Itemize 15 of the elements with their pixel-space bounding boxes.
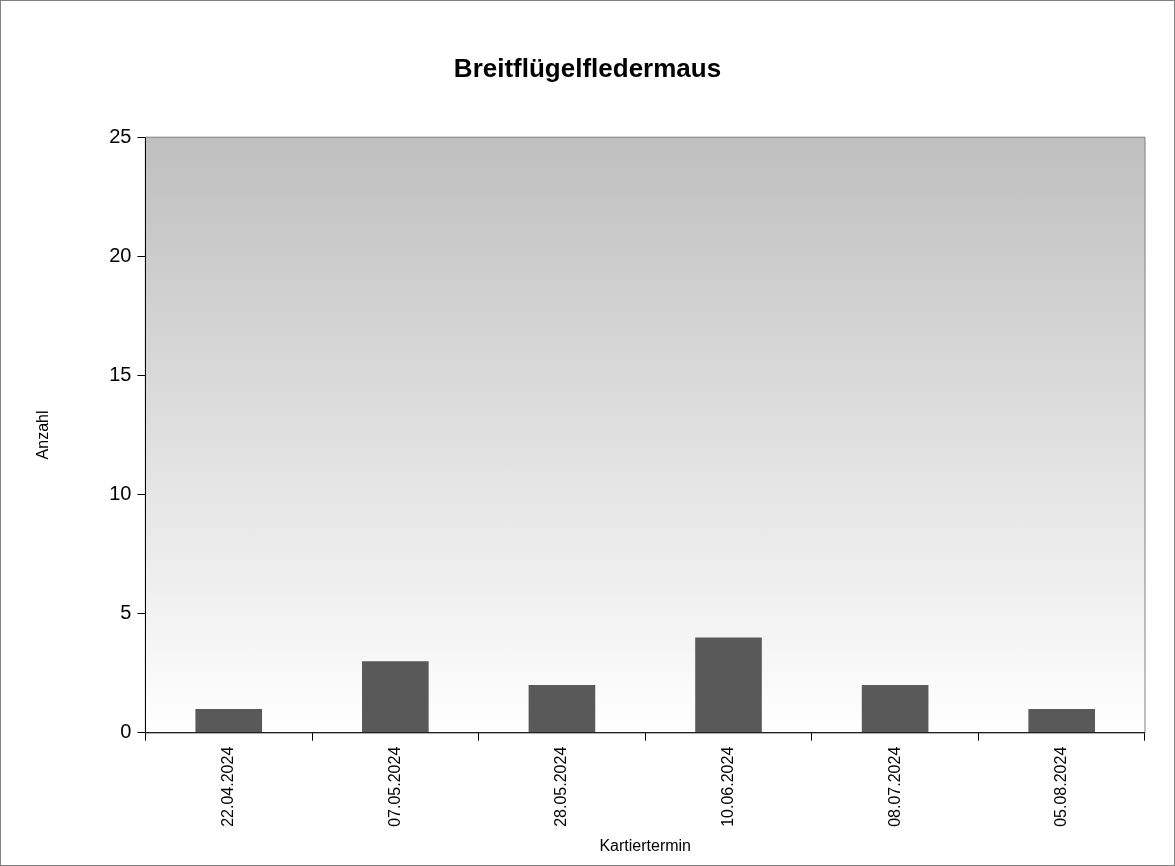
- x-tick-label: 28.05.2024: [552, 746, 570, 827]
- y-tick-label: 25: [109, 124, 132, 147]
- x-tick-label: 07.05.2024: [385, 746, 403, 827]
- y-tick-label: 20: [109, 243, 132, 266]
- y-tick-label: 0: [120, 720, 132, 743]
- y-tick-label: 5: [120, 601, 132, 624]
- x-tick-label: 10.06.2024: [718, 746, 736, 827]
- x-axis-title: Kartiertermin: [599, 836, 692, 854]
- y-axis-title: Anzahl: [34, 410, 52, 460]
- x-tick-label: 22.04.2024: [219, 746, 237, 827]
- y-tick-label: 10: [109, 482, 132, 505]
- x-tick-label: 05.08.2024: [1052, 746, 1070, 827]
- y-tick-label: 15: [109, 362, 132, 385]
- x-tick-label: 08.07.2024: [885, 746, 903, 827]
- chart-title: Breitflügelfledermaus: [453, 52, 722, 83]
